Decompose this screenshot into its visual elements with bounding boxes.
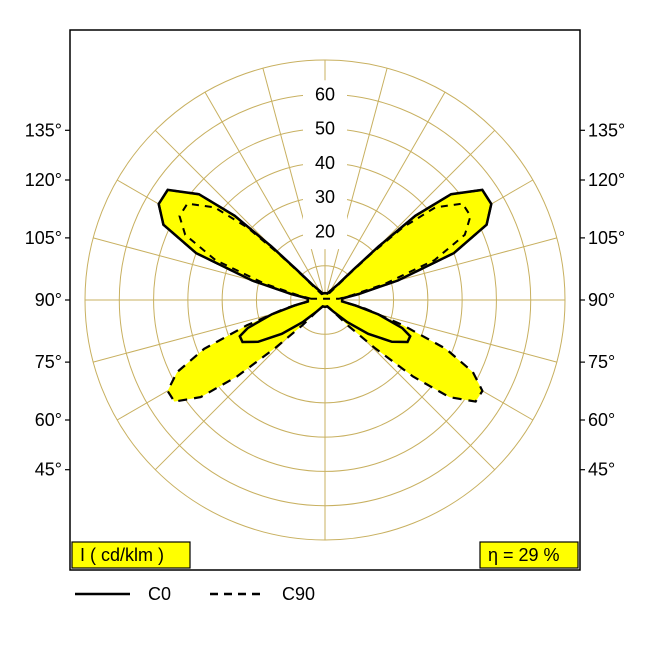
svg-text:60°: 60° (35, 410, 62, 430)
svg-text:45°: 45° (35, 460, 62, 480)
svg-text:75°: 75° (35, 352, 62, 372)
unit-box: I ( cd/klm ) (72, 542, 190, 568)
svg-text:105°: 105° (25, 228, 62, 248)
legend: C0 C90 (75, 584, 315, 604)
svg-text:30: 30 (315, 187, 335, 207)
svg-text:50: 50 (315, 119, 335, 139)
svg-text:40: 40 (315, 153, 335, 173)
eta-box: η = 29 % (480, 542, 578, 568)
legend-c0: C0 (148, 584, 171, 604)
svg-text:120°: 120° (588, 170, 625, 190)
svg-text:75°: 75° (588, 352, 615, 372)
svg-text:90°: 90° (35, 290, 62, 310)
legend-c90: C90 (282, 584, 315, 604)
svg-text:135°: 135° (588, 120, 625, 140)
svg-text:20: 20 (315, 221, 335, 241)
svg-text:105°: 105° (588, 228, 625, 248)
svg-text:90°: 90° (588, 290, 615, 310)
svg-text:60: 60 (315, 84, 335, 104)
svg-text:120°: 120° (25, 170, 62, 190)
svg-text:45°: 45° (588, 460, 615, 480)
eta-label: η = 29 % (488, 545, 560, 565)
unit-label: I ( cd/klm ) (80, 545, 164, 565)
polar-chart: 20 30 40 50 60 45° 45° 60° 60° 75° 75° 90° 90° 105° 1… (0, 0, 650, 650)
svg-text:135°: 135° (25, 120, 62, 140)
svg-text:60°: 60° (588, 410, 615, 430)
